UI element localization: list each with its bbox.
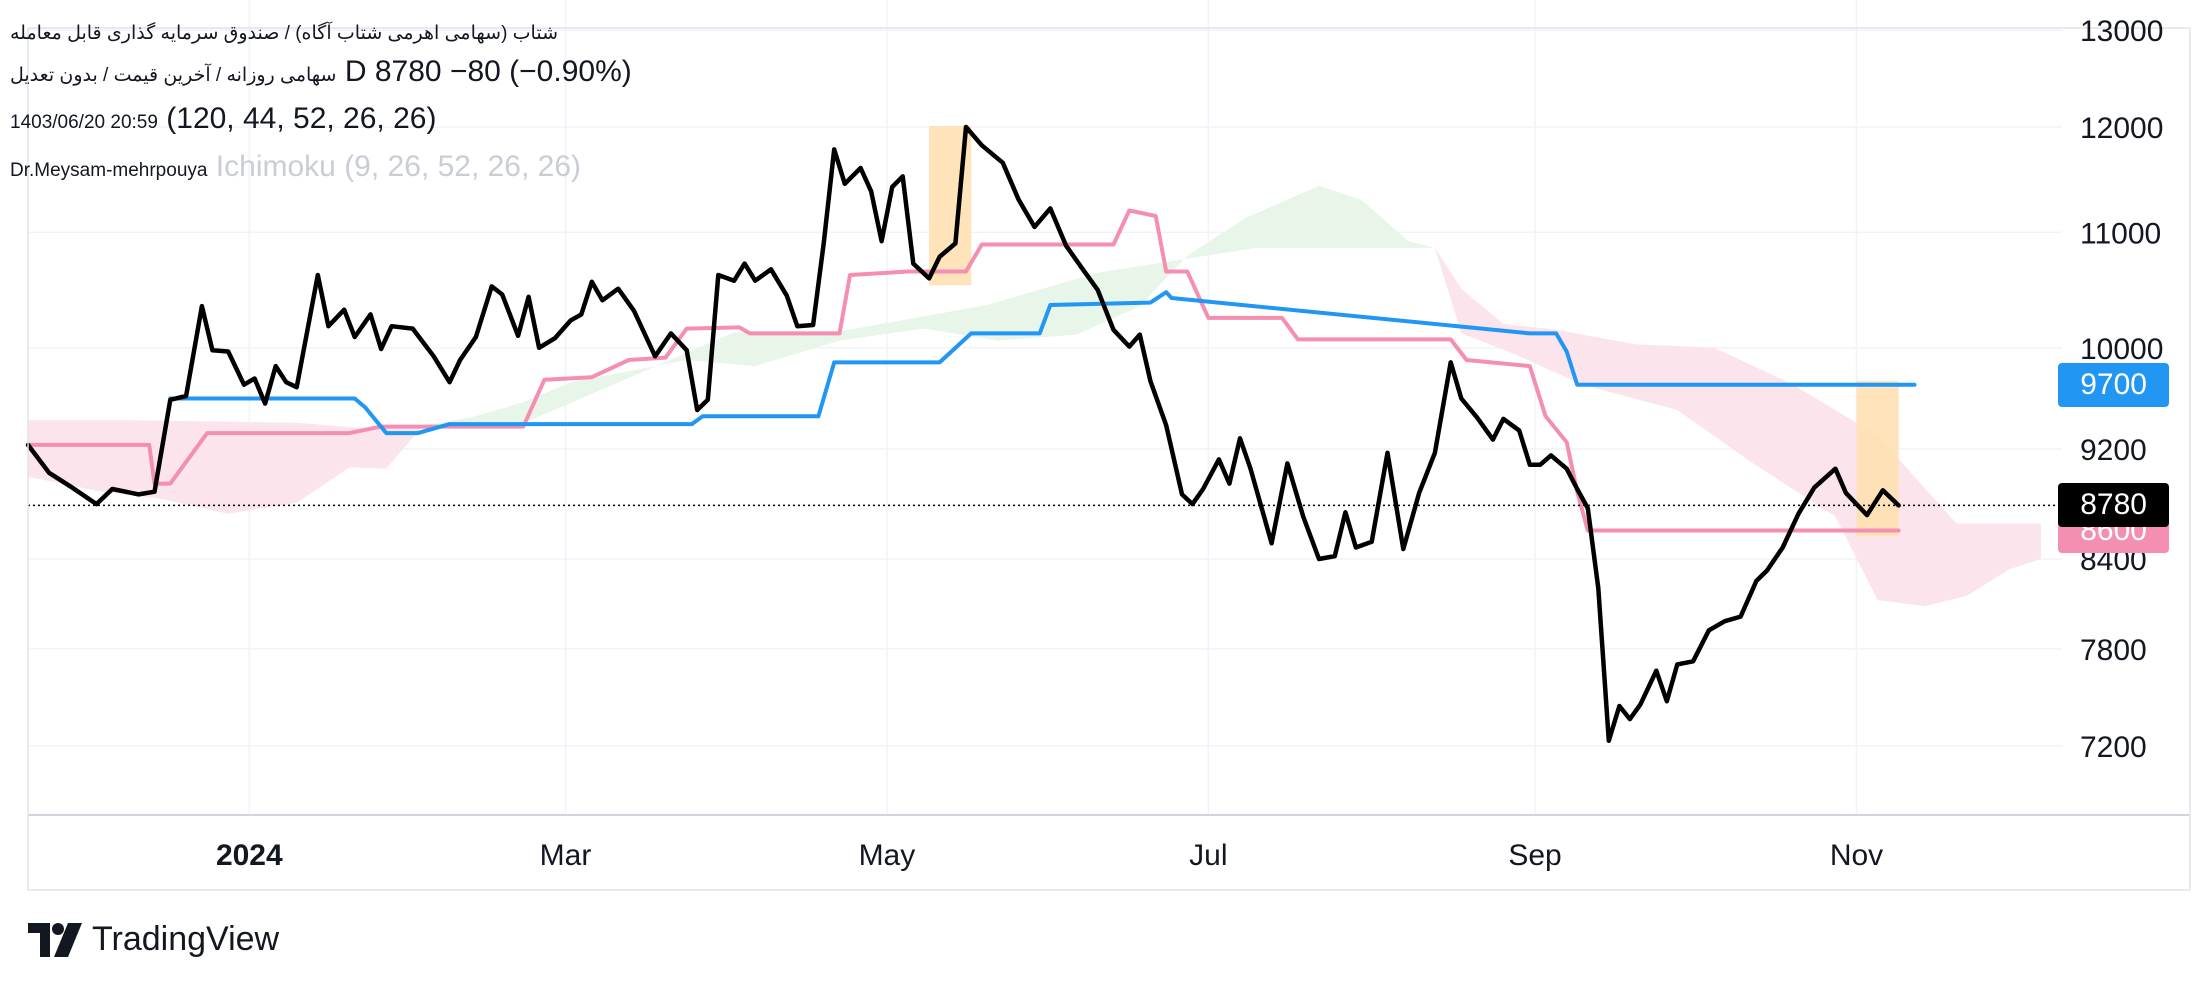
x-tick-label: Mar <box>540 839 592 872</box>
indicator1-params: (120, 44, 52, 26, 26) <box>166 102 437 135</box>
x-tick-label: May <box>859 839 916 872</box>
bullish-cloud <box>423 185 1435 428</box>
chart-title: شتاب (سهامی اهرمی شتاب آگاه) / صندوق سرم… <box>10 23 559 44</box>
indicator2-row[interactable]: Dr.Meysam-mehrpouya Ichimoku (9, 26, 52,… <box>10 150 581 184</box>
x-tick-label: Sep <box>1508 839 1561 872</box>
y-tick-label: 11000 <box>2080 217 2161 250</box>
author-name: Dr.Meysam-mehrpouya <box>10 160 208 181</box>
indicator1-row[interactable]: 1403/06/20 20:59 (120, 44, 52, 26, 26) <box>10 102 436 136</box>
kijun-price-badge: 9700 <box>2058 362 2169 407</box>
tradingview-brand[interactable]: TradingView <box>28 920 279 959</box>
datetime: 1403/06/20 20:59 <box>10 112 158 133</box>
indicator2-params: (9, 26, 52, 26, 26) <box>344 150 582 183</box>
last-price-badge: 8780 <box>2058 483 2169 528</box>
indicator2-name: Ichimoku <box>215 150 336 183</box>
tenkan-sen-line <box>26 208 1901 533</box>
price-change-pct: (−0.90%) <box>509 55 632 88</box>
y-tick-label: 13000 <box>2080 15 2163 48</box>
symbol-name[interactable]: سهامی روزانه / آخرین قیمت / بدون تعدیل <box>10 65 337 86</box>
x-tick-label: Nov <box>1830 839 1883 872</box>
last-price: 8780 <box>374 55 442 88</box>
chart-frame <box>27 27 2191 891</box>
price-change: −80 <box>449 55 501 88</box>
bearish-cloud <box>1434 247 2041 607</box>
x-axis[interactable]: 2024 Mar May Jul Sep Nov <box>216 839 1883 872</box>
y-tick-label: 10000 <box>2080 333 2163 366</box>
tradingview-logo-icon <box>28 922 82 957</box>
y-tick-label: 7800 <box>2080 634 2147 667</box>
price-line <box>25 124 1901 743</box>
series-lines <box>25 124 2062 743</box>
interval[interactable]: D <box>344 55 367 88</box>
ichimoku-cloud <box>28 185 2041 607</box>
kijun-sen-line <box>168 290 1917 436</box>
y-tick-label: 7200 <box>2080 731 2147 764</box>
brand-name: TradingView <box>92 920 280 958</box>
symbol-row: سهامی روزانه / آخرین قیمت / بدون تعدیل D… <box>10 55 632 89</box>
y-tick-label: 12000 <box>2080 112 2163 145</box>
x-tick-label: 2024 <box>216 839 283 872</box>
y-tick-label: 9200 <box>2080 434 2147 467</box>
x-tick-label: Jul <box>1189 839 1227 872</box>
